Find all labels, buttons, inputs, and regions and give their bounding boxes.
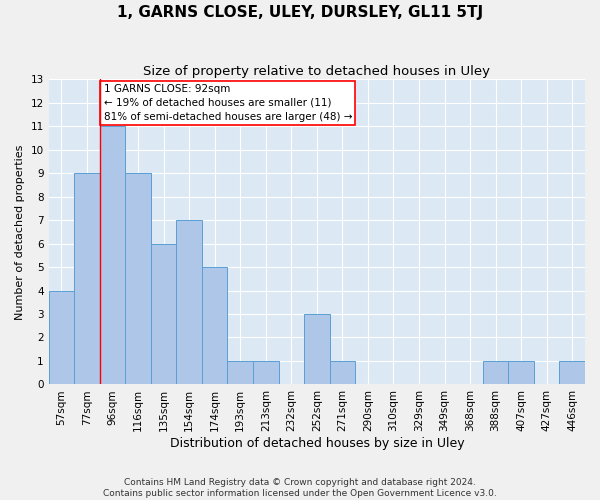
Bar [74,173,100,384]
Bar [151,244,176,384]
Bar [304,314,329,384]
X-axis label: Distribution of detached houses by size in Uley: Distribution of detached houses by size … [170,437,464,450]
Bar [483,361,508,384]
Title: Size of property relative to detached houses in Uley: Size of property relative to detached ho… [143,65,490,78]
Bar [202,267,227,384]
Bar [125,173,151,384]
Bar [508,361,534,384]
Text: 1 GARNS CLOSE: 92sqm
← 19% of detached houses are smaller (11)
81% of semi-detac: 1 GARNS CLOSE: 92sqm ← 19% of detached h… [104,84,352,122]
Text: 1, GARNS CLOSE, ULEY, DURSLEY, GL11 5TJ: 1, GARNS CLOSE, ULEY, DURSLEY, GL11 5TJ [117,5,483,20]
Bar [100,126,125,384]
Bar [329,361,355,384]
Bar [227,361,253,384]
Y-axis label: Number of detached properties: Number of detached properties [15,144,25,320]
Bar [559,361,585,384]
Bar [176,220,202,384]
Bar [253,361,278,384]
Bar [49,290,74,384]
Text: Contains HM Land Registry data © Crown copyright and database right 2024.
Contai: Contains HM Land Registry data © Crown c… [103,478,497,498]
